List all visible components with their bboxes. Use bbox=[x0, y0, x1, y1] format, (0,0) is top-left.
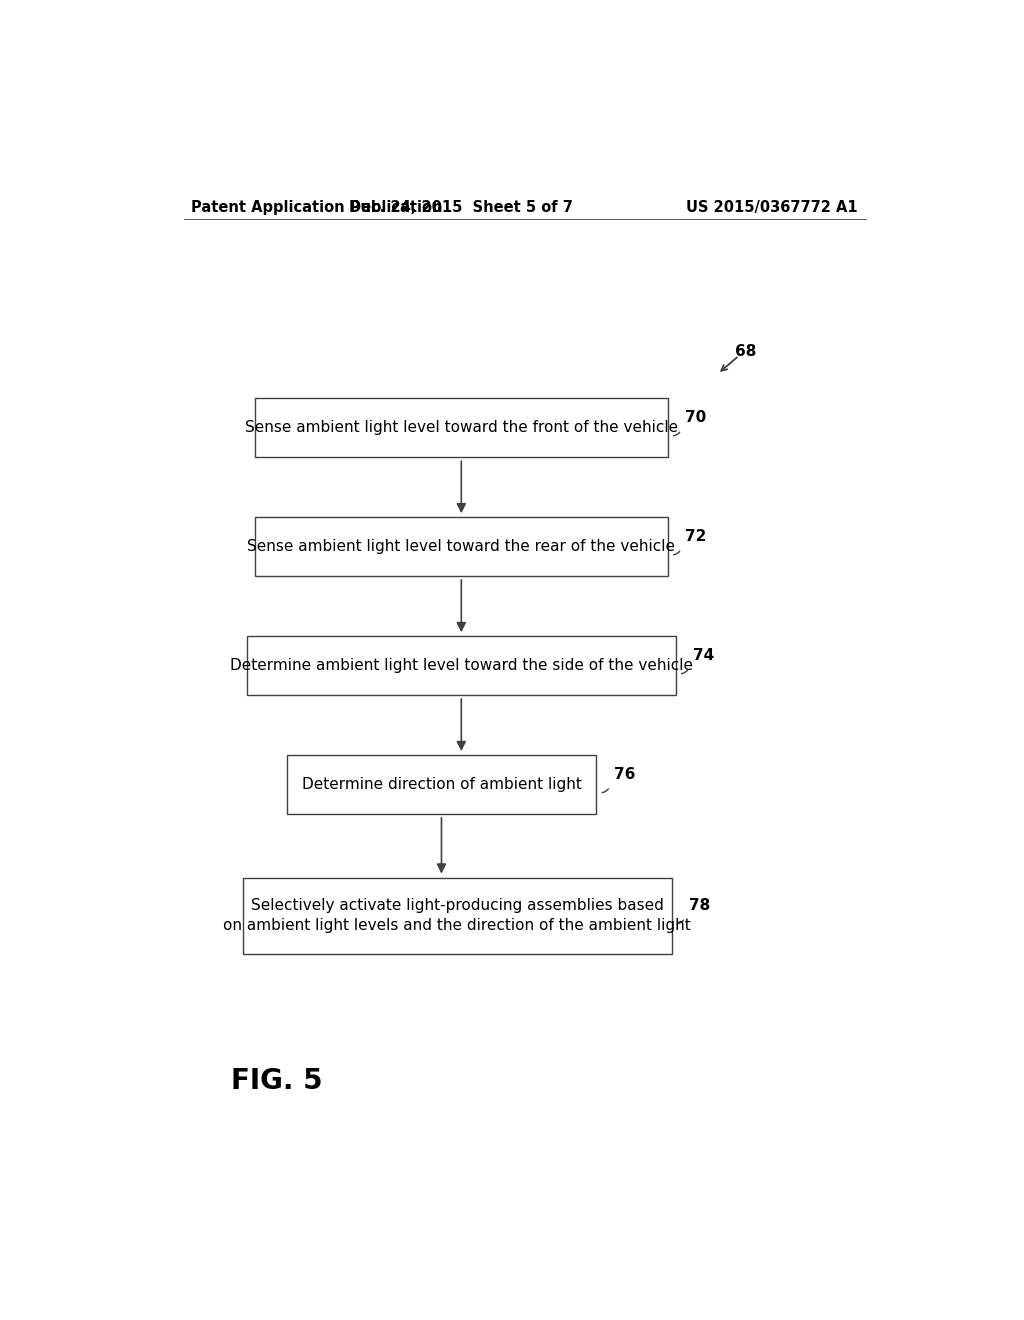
Text: FIG. 5: FIG. 5 bbox=[231, 1068, 323, 1096]
Text: Selectively activate light-producing assemblies based
on ambient light levels an: Selectively activate light-producing ass… bbox=[223, 898, 691, 933]
Text: Dec. 24, 2015  Sheet 5 of 7: Dec. 24, 2015 Sheet 5 of 7 bbox=[349, 199, 573, 215]
Text: 76: 76 bbox=[613, 767, 635, 781]
Text: 72: 72 bbox=[685, 529, 707, 544]
Bar bbox=[255, 399, 668, 457]
Text: Sense ambient light level toward the front of the vehicle: Sense ambient light level toward the fro… bbox=[245, 420, 678, 436]
Text: Sense ambient light level toward the rear of the vehicle: Sense ambient light level toward the rea… bbox=[248, 539, 675, 554]
Bar bbox=[247, 636, 676, 696]
Bar bbox=[243, 878, 672, 954]
Text: 68: 68 bbox=[735, 345, 757, 359]
Text: Determine direction of ambient light: Determine direction of ambient light bbox=[301, 777, 582, 792]
Text: 78: 78 bbox=[689, 898, 711, 913]
Text: 74: 74 bbox=[693, 648, 715, 663]
Bar bbox=[255, 517, 668, 576]
Bar bbox=[287, 755, 596, 814]
Text: US 2015/0367772 A1: US 2015/0367772 A1 bbox=[686, 199, 858, 215]
Text: Determine ambient light level toward the side of the vehicle: Determine ambient light level toward the… bbox=[229, 659, 693, 673]
Text: 70: 70 bbox=[685, 411, 707, 425]
Text: Patent Application Publication: Patent Application Publication bbox=[191, 199, 443, 215]
